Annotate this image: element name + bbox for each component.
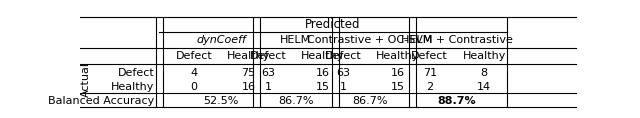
Text: Defect: Defect <box>176 51 212 61</box>
Text: Healthy: Healthy <box>111 82 154 92</box>
Text: 71: 71 <box>422 68 436 78</box>
Text: 86.7%: 86.7% <box>278 96 314 106</box>
Text: dynCoeff: dynCoeff <box>196 35 246 45</box>
Text: Contrastive + OC-SVM: Contrastive + OC-SVM <box>307 35 433 45</box>
Text: 88.7%: 88.7% <box>438 96 476 106</box>
Text: 14: 14 <box>477 82 492 92</box>
Text: Defect: Defect <box>118 68 154 78</box>
Text: Defect: Defect <box>250 51 287 61</box>
Text: 1: 1 <box>339 82 346 92</box>
Text: 16: 16 <box>390 68 404 78</box>
Text: 63: 63 <box>336 68 350 78</box>
Text: 16: 16 <box>242 82 255 92</box>
Text: Healthy: Healthy <box>301 51 345 61</box>
Text: 8: 8 <box>481 68 488 78</box>
Text: HELM + Contrastive: HELM + Contrastive <box>401 35 513 45</box>
Text: 16: 16 <box>316 68 330 78</box>
Text: Defect: Defect <box>412 51 448 61</box>
Text: Healthy: Healthy <box>227 51 270 61</box>
Text: 52.5%: 52.5% <box>204 96 239 106</box>
Text: Balanced Accuracy: Balanced Accuracy <box>48 96 154 106</box>
Text: 75: 75 <box>241 68 256 78</box>
Text: 15: 15 <box>316 82 330 92</box>
Text: Predicted: Predicted <box>305 18 361 31</box>
Text: Actual: Actual <box>81 62 91 97</box>
Text: HELM: HELM <box>280 35 312 45</box>
Text: 15: 15 <box>390 82 404 92</box>
Text: 86.7%: 86.7% <box>353 96 388 106</box>
Text: Healthy: Healthy <box>463 51 506 61</box>
Text: 2: 2 <box>426 82 433 92</box>
Text: 1: 1 <box>265 82 272 92</box>
Text: Healthy: Healthy <box>376 51 419 61</box>
Text: 0: 0 <box>191 82 198 92</box>
Text: Defect: Defect <box>324 51 361 61</box>
Text: 63: 63 <box>262 68 275 78</box>
Text: 4: 4 <box>191 68 198 78</box>
